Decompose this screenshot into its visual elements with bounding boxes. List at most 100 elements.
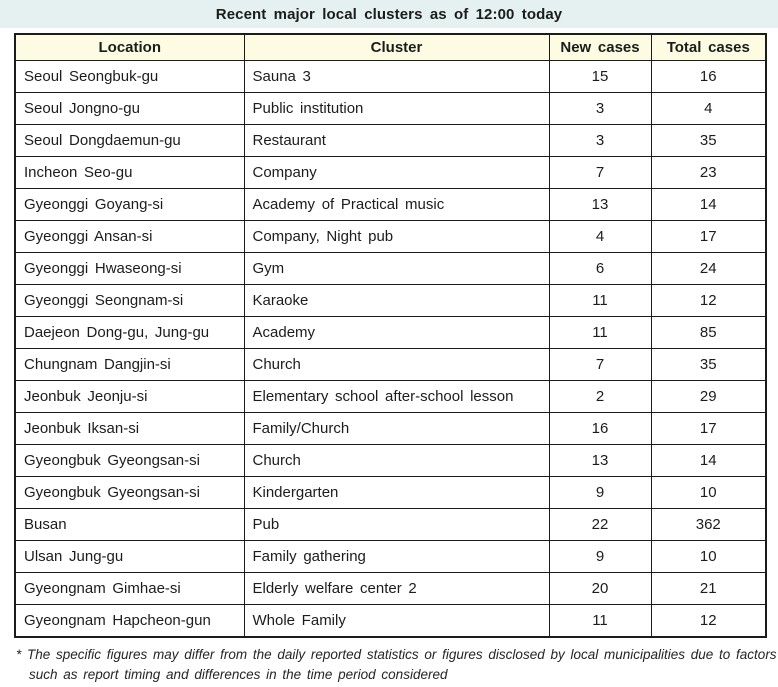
- footnote: * The specific figures may differ from t…: [16, 647, 777, 683]
- location-cell: Gyeongbuk Gyeongsan-si: [14, 444, 245, 477]
- table-row: Incheon Seo-gu Company 7 23: [14, 156, 767, 189]
- table-body: Seoul Seongbuk-gu Sauna 3 15 16 Seoul Jongno…: [14, 60, 767, 638]
- cluster-cell: Whole Family: [243, 604, 550, 638]
- new-cases-cell: 22: [548, 508, 652, 541]
- new-cases-cell: 3: [548, 124, 652, 157]
- col-header-new-cases: New cases: [548, 33, 652, 61]
- total-cases-cell: 12: [650, 604, 767, 638]
- location-cell: Gyeongbuk Gyeongsan-si: [14, 476, 245, 509]
- total-cases-cell: 29: [650, 380, 767, 413]
- location-cell: Gyeonggi Ansan-si: [14, 220, 245, 253]
- table-row: Seoul Dongdaemun-gu Restaurant 3 35: [14, 124, 767, 157]
- table-row: Gyeonggi Ansan-si Company, Night pub 4 17: [14, 220, 767, 253]
- cluster-cell: Academy of Practical music: [243, 188, 550, 221]
- total-cases-cell: 21: [650, 572, 767, 605]
- table-row: Daejeon Dong-gu, Jung-gu Academy 11 85: [14, 316, 767, 349]
- cluster-cell: Company: [243, 156, 550, 189]
- new-cases-cell: 13: [548, 444, 652, 477]
- location-cell: Gyeonggi Hwaseong-si: [14, 252, 245, 285]
- total-cases-cell: 10: [650, 540, 767, 573]
- new-cases-cell: 4: [548, 220, 652, 253]
- table-row: Gyeongbuk Gyeongsan-si Church 13 14: [14, 444, 767, 477]
- total-cases-cell: 23: [650, 156, 767, 189]
- table-row: Gyeongnam Gimhae-si Elderly welfare cente…: [14, 572, 767, 605]
- total-cases-cell: 4: [650, 92, 767, 125]
- location-cell: Seoul Seongbuk-gu: [14, 60, 245, 93]
- total-cases-cell: 10: [650, 476, 767, 509]
- col-header-location: Location: [14, 33, 245, 61]
- cluster-cell: Family/Church: [243, 412, 550, 445]
- cluster-cell: Kindergarten: [243, 476, 550, 509]
- new-cases-cell: 3: [548, 92, 652, 125]
- table-row: Gyeonggi Seongnam-si Karaoke 11 12: [14, 284, 767, 317]
- cluster-cell: Pub: [243, 508, 550, 541]
- total-cases-cell: 24: [650, 252, 767, 285]
- cluster-cell: Church: [243, 444, 550, 477]
- location-cell: Gyeonggi Goyang-si: [14, 188, 245, 221]
- clusters-table: Location Cluster New cases Total cases S…: [14, 33, 767, 638]
- total-cases-cell: 17: [650, 412, 767, 445]
- cluster-cell: Academy: [243, 316, 550, 349]
- table-row: Gyeonggi Hwaseong-si Gym 6 24: [14, 252, 767, 285]
- table-header: Location Cluster New cases Total cases: [14, 33, 767, 61]
- table-row: Gyeongnam Hapcheon-gun Whole Family 11 12: [14, 604, 767, 638]
- new-cases-cell: 2: [548, 380, 652, 413]
- new-cases-cell: 13: [548, 188, 652, 221]
- new-cases-cell: 20: [548, 572, 652, 605]
- location-cell: Seoul Jongno-gu: [14, 92, 245, 125]
- location-cell: Chungnam Dangjin-si: [14, 348, 245, 381]
- table-row: Chungnam Dangjin-si Church 7 35: [14, 348, 767, 381]
- table-row: Jeonbuk Jeonju-si Elementary school after…: [14, 380, 767, 413]
- new-cases-cell: 11: [548, 604, 652, 638]
- location-cell: Jeonbuk Jeonju-si: [14, 380, 245, 413]
- new-cases-cell: 9: [548, 476, 652, 509]
- location-cell: Gyeonggi Seongnam-si: [14, 284, 245, 317]
- new-cases-cell: 16: [548, 412, 652, 445]
- location-cell: Jeonbuk Iksan-si: [14, 412, 245, 445]
- cluster-cell: Elderly welfare center 2: [243, 572, 550, 605]
- total-cases-cell: 362: [650, 508, 767, 541]
- cluster-cell: Sauna 3: [243, 60, 550, 93]
- cluster-cell: Gym: [243, 252, 550, 285]
- total-cases-cell: 85: [650, 316, 767, 349]
- cluster-cell: Public institution: [243, 92, 550, 125]
- cluster-cell: Karaoke: [243, 284, 550, 317]
- total-cases-cell: 16: [650, 60, 767, 93]
- col-header-cluster: Cluster: [243, 33, 550, 61]
- table-row: Jeonbuk Iksan-si Family/Church 16 17: [14, 412, 767, 445]
- total-cases-cell: 12: [650, 284, 767, 317]
- location-cell: Gyeongnam Gimhae-si: [14, 572, 245, 605]
- new-cases-cell: 11: [548, 316, 652, 349]
- cluster-cell: Elementary school after-school lesson: [243, 380, 550, 413]
- total-cases-cell: 14: [650, 188, 767, 221]
- new-cases-cell: 11: [548, 284, 652, 317]
- table-row: Seoul Seongbuk-gu Sauna 3 15 16: [14, 60, 767, 93]
- table-row: Seoul Jongno-gu Public institution 3 4: [14, 92, 767, 125]
- col-header-total-cases: Total cases: [650, 33, 767, 61]
- table-row: Busan Pub 22 362: [14, 508, 767, 541]
- total-cases-cell: 35: [650, 348, 767, 381]
- total-cases-cell: 17: [650, 220, 767, 253]
- total-cases-cell: 14: [650, 444, 767, 477]
- cluster-cell: Restaurant: [243, 124, 550, 157]
- location-cell: Daejeon Dong-gu, Jung-gu: [14, 316, 245, 349]
- table-row: Ulsan Jung-gu Family gathering 9 10: [14, 540, 767, 573]
- location-cell: Incheon Seo-gu: [14, 156, 245, 189]
- cluster-cell: Church: [243, 348, 550, 381]
- total-cases-cell: 35: [650, 124, 767, 157]
- location-cell: Gyeongnam Hapcheon-gun: [14, 604, 245, 638]
- location-cell: Ulsan Jung-gu: [14, 540, 245, 573]
- new-cases-cell: 9: [548, 540, 652, 573]
- location-cell: Busan: [14, 508, 245, 541]
- cluster-cell: Company, Night pub: [243, 220, 550, 253]
- new-cases-cell: 15: [548, 60, 652, 93]
- table-row: Gyeongbuk Gyeongsan-si Kindergarten 9 10: [14, 476, 767, 509]
- location-cell: Seoul Dongdaemun-gu: [14, 124, 245, 157]
- new-cases-cell: 7: [548, 156, 652, 189]
- cluster-cell: Family gathering: [243, 540, 550, 573]
- new-cases-cell: 6: [548, 252, 652, 285]
- new-cases-cell: 7: [548, 348, 652, 381]
- header-row: Location Cluster New cases Total cases: [14, 33, 767, 61]
- table-row: Gyeonggi Goyang-si Academy of Practical m…: [14, 188, 767, 221]
- title-band: Recent major local clusters as of 12:00 …: [0, 0, 778, 28]
